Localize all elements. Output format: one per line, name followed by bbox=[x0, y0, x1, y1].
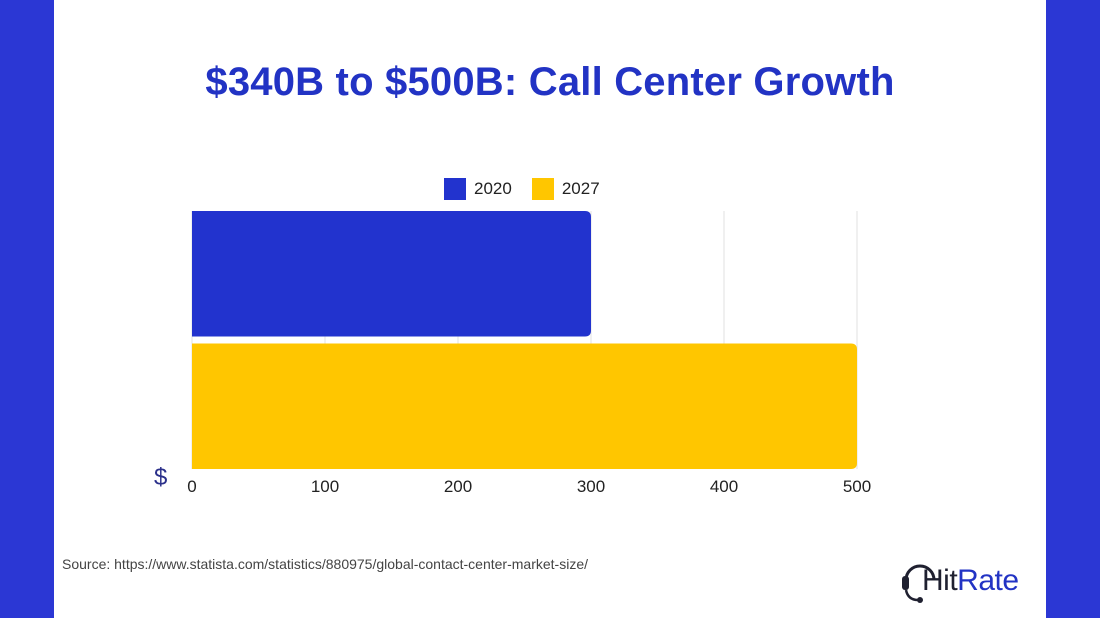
chart-title: $340B to $500B: Call Center Growth bbox=[205, 60, 895, 104]
x-tick-label: 300 bbox=[577, 477, 605, 496]
slide-card: $340B to $500B: Call Center Growth 2020 … bbox=[54, 0, 1046, 618]
headset-icon bbox=[902, 564, 936, 603]
currency-symbol: $ bbox=[154, 464, 168, 491]
x-tick-label: 100 bbox=[311, 477, 339, 496]
bar-chart: 0 100 200 300 400 500 bbox=[187, 211, 871, 496]
x-tick-label: 500 bbox=[843, 477, 871, 496]
logo-text-hit: Hit bbox=[922, 564, 958, 597]
bar-2027 bbox=[192, 343, 857, 469]
hitrate-logo: HitRate bbox=[898, 552, 1038, 608]
legend-swatch-2020 bbox=[444, 178, 466, 200]
x-tick-label: 400 bbox=[710, 477, 738, 496]
x-tick-label: 0 bbox=[187, 477, 196, 496]
legend-label-2027: 2027 bbox=[561, 179, 600, 198]
legend-swatch-2027 bbox=[531, 178, 554, 200]
legend-item-2020: 2020 bbox=[444, 178, 512, 200]
x-tick-label: 200 bbox=[444, 477, 472, 496]
source-citation: Source: https://www.statista.com/statist… bbox=[62, 556, 588, 572]
logo-text: HitRate bbox=[922, 564, 1019, 598]
logo-text-rate: Rate bbox=[957, 564, 1019, 597]
bar-2020 bbox=[192, 211, 591, 337]
legend-label-2020: 2020 bbox=[474, 179, 512, 198]
legend-item-2027: 2027 bbox=[531, 178, 600, 200]
chart-legend: 2020 2027 bbox=[444, 178, 620, 200]
